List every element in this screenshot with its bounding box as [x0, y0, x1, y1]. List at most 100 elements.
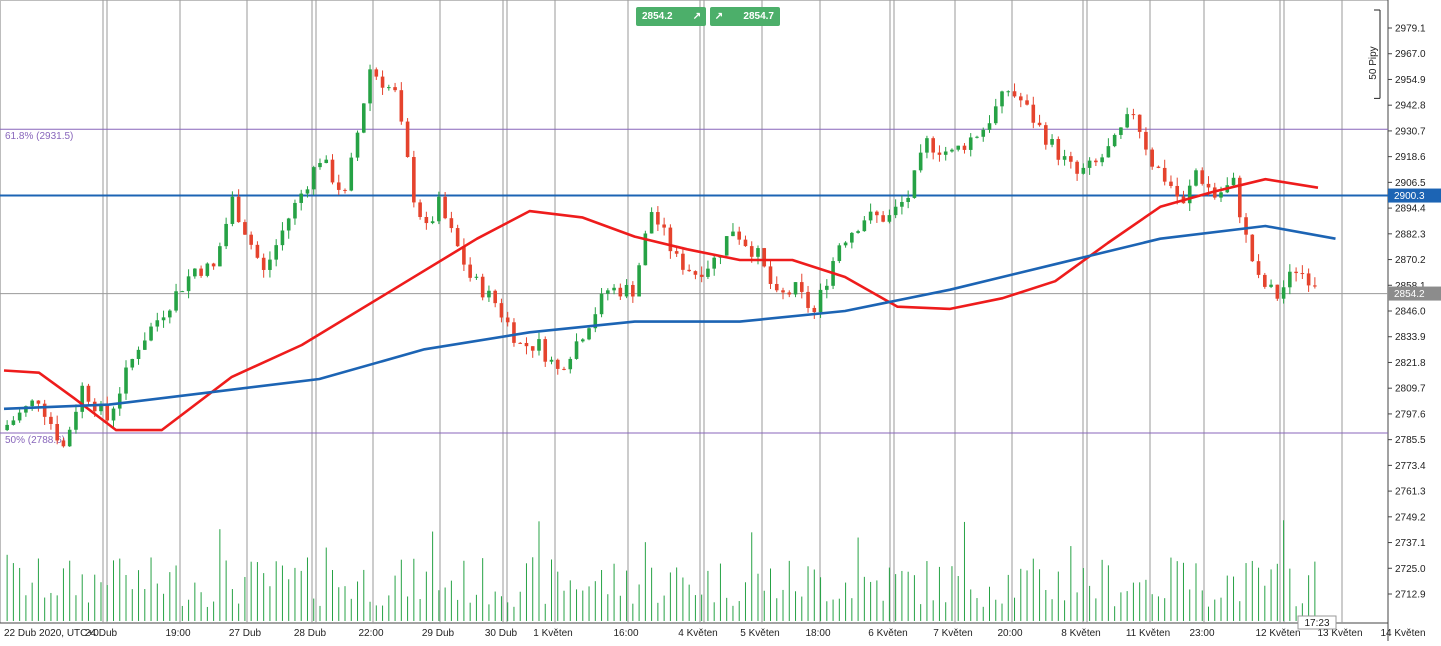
y-tick-label: 2797.6: [1395, 409, 1426, 420]
candle-body: [1044, 125, 1048, 145]
candle-body: [136, 349, 141, 359]
candle-body: [387, 87, 391, 89]
candle-body: [124, 367, 128, 394]
candle-body: [737, 231, 742, 240]
candle-body: [837, 245, 842, 262]
candle-body: [931, 138, 935, 153]
candle-body: [518, 342, 523, 344]
x-tick-label: 19:00: [165, 628, 190, 639]
candle-body: [11, 420, 16, 425]
candle-body: [174, 291, 178, 311]
candle-body: [637, 265, 641, 297]
x-tick-label: 13 Květen: [1317, 628, 1362, 639]
candle-body: [1162, 167, 1167, 182]
candle-body: [399, 90, 404, 122]
candle-body: [731, 231, 735, 237]
candle-body: [1112, 134, 1117, 147]
buy-arrow-icon: ↗: [714, 11, 724, 22]
candle-body: [468, 264, 472, 278]
candle-body: [799, 282, 804, 292]
candle-body: [80, 385, 85, 412]
candle-body: [155, 320, 160, 327]
y-tick-label: 2821.8: [1395, 358, 1426, 369]
candle-body: [24, 406, 28, 413]
x-tick-label: 11 Květen: [1126, 628, 1170, 639]
x-tick-label: 30 Dub: [485, 628, 518, 639]
fib-level-label: 61.8% (2931.5): [5, 131, 73, 142]
fib-level-label: 50% (2788.6): [5, 435, 65, 446]
candle-body: [1137, 114, 1142, 132]
candle-body: [430, 221, 435, 224]
candle-body: [1144, 131, 1148, 150]
candle-body: [1281, 287, 1286, 299]
candle-body: [1263, 274, 1267, 287]
current-price-label-bg: [1388, 286, 1441, 301]
candle-body: [168, 310, 172, 318]
candle-body: [1012, 91, 1017, 97]
candle-body: [255, 244, 260, 258]
candle-body: [724, 236, 729, 256]
candle-body: [649, 212, 654, 234]
candle-body: [74, 411, 78, 430]
x-tick-label: 7 Květen: [933, 628, 972, 639]
x-tick-label: 16:00: [613, 628, 638, 639]
candle-body: [418, 202, 422, 218]
sell-button[interactable]: 2854.2 ↗: [636, 7, 706, 26]
candle-body: [1056, 138, 1061, 160]
y-tick-label: 2737.1: [1395, 538, 1426, 549]
candle-body: [311, 167, 316, 190]
candle-body: [105, 403, 110, 421]
candle-body: [1075, 161, 1079, 174]
candle-body: [512, 322, 516, 343]
x-tick-label: 18:00: [805, 628, 830, 639]
candle-body: [693, 271, 698, 275]
candle-body: [1256, 261, 1261, 275]
candle-body: [825, 285, 829, 290]
candle-body: [1294, 271, 1298, 274]
y-tick-label: 2858.1: [1395, 281, 1426, 292]
candle-body: [199, 268, 203, 276]
candle-body: [1244, 217, 1248, 235]
candle-body: [42, 403, 47, 417]
candle-body: [850, 232, 854, 243]
candle-body: [1169, 181, 1173, 186]
current-price-label: 2854.2: [1394, 289, 1425, 300]
candle-body: [1175, 185, 1180, 197]
y-tick-label: 2906.5: [1395, 178, 1426, 189]
candle-body: [393, 87, 397, 91]
candle-body: [893, 206, 898, 216]
candle-body: [806, 291, 810, 308]
candle-body: [1081, 167, 1086, 174]
candle-body: [1000, 91, 1004, 107]
candle-body: [1275, 284, 1280, 299]
candle-body: [593, 314, 598, 329]
candle-body: [537, 339, 541, 351]
candle-body: [662, 224, 666, 228]
candle-body: [624, 284, 629, 297]
candle-body: [599, 293, 604, 315]
candle-body: [918, 152, 923, 171]
candle-body: [1125, 114, 1129, 128]
y-tick-label: 2954.9: [1395, 75, 1426, 86]
candle-body: [843, 242, 848, 246]
candle-body: [149, 326, 153, 341]
candle-body: [1187, 185, 1192, 204]
buy-button[interactable]: ↗ 2854.7: [710, 7, 780, 26]
candle-body: [530, 346, 535, 351]
candle-body: [380, 76, 385, 88]
candle-body: [862, 220, 867, 232]
ma-slow-line: [3, 224, 1336, 411]
candle-body: [1313, 285, 1317, 287]
candle-body: [36, 400, 41, 404]
candle-body: [17, 412, 22, 421]
candle-body: [424, 217, 429, 224]
candle-body: [1200, 170, 1205, 184]
candle-body: [330, 159, 335, 183]
candle-body: [749, 246, 754, 257]
candle-body: [1100, 157, 1104, 163]
candle-body: [412, 157, 416, 203]
candle-body: [906, 197, 910, 202]
candle-body: [493, 290, 497, 304]
